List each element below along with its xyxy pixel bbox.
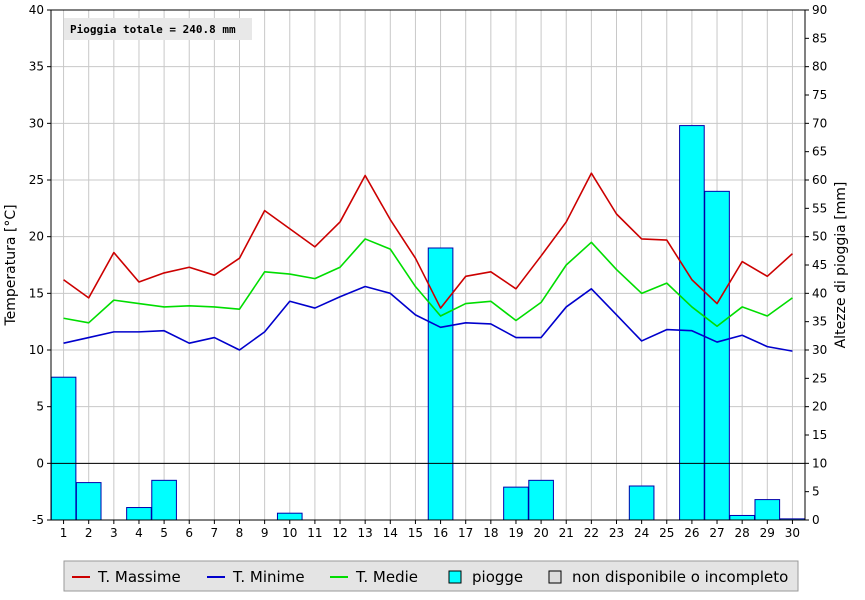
rain-bar <box>427 247 454 521</box>
rain-bar <box>704 190 730 521</box>
right-tick-label: 15 <box>812 428 827 442</box>
x-tick-label: 19 <box>508 526 523 540</box>
x-tick-label: 6 <box>185 526 193 540</box>
left-tick-label: 0 <box>36 456 44 470</box>
left-axis-title: Temperatura [°C] <box>3 204 19 326</box>
x-tick-label: 26 <box>684 526 699 540</box>
right-tick-label: 25 <box>812 371 827 385</box>
right-tick-label: 0 <box>812 513 820 527</box>
right-tick-label: 5 <box>812 485 820 499</box>
right-tick-label: 20 <box>812 400 827 414</box>
x-tick-label: 21 <box>559 526 574 540</box>
x-tick-label: 11 <box>307 526 322 540</box>
x-tick-label: 3 <box>110 526 118 540</box>
x-tick-label: 17 <box>458 526 473 540</box>
left-tick-label: 5 <box>36 400 44 414</box>
rain-bars <box>50 125 806 521</box>
x-tick-label: 1 <box>60 526 68 540</box>
x-tick-label: 8 <box>236 526 244 540</box>
rain-bar <box>628 485 655 521</box>
left-tick-label: 10 <box>29 343 44 357</box>
total-rain-text: Pioggia totale = 240.8 mm <box>70 23 236 36</box>
rain-bar <box>679 125 705 521</box>
legend-label: T. Medie <box>355 568 418 586</box>
left-tick-label: 25 <box>29 173 44 187</box>
x-tick-label: 20 <box>533 526 548 540</box>
rain-bar <box>75 482 102 521</box>
x-tick-label: 13 <box>358 526 373 540</box>
legend: T. Massime T. Minime T. Medie piogge non dis… <box>63 560 799 592</box>
x-tick-label: 12 <box>332 526 347 540</box>
rain-bar <box>729 514 755 521</box>
left-tick-label: 35 <box>29 60 44 74</box>
x-tick-label: 10 <box>282 526 297 540</box>
right-tick-label: 65 <box>812 145 827 159</box>
right-tick-label: 30 <box>812 343 827 357</box>
left-tick-label: 20 <box>29 230 44 244</box>
legend-label: T. Massime <box>97 568 181 586</box>
x-tick-label: 23 <box>609 526 624 540</box>
right-axis-title: Altezze di pioggia [mm] <box>833 182 849 349</box>
x-tick-label: 16 <box>433 526 448 540</box>
x-tick-label: 4 <box>135 526 143 540</box>
left-tick-label: 30 <box>29 116 44 130</box>
left-tick-label: 15 <box>29 286 44 300</box>
annotation-background <box>64 18 252 40</box>
legend-box-symbol <box>448 570 462 584</box>
x-tick-label: 29 <box>760 526 775 540</box>
legend-label: T. Minime <box>232 568 305 586</box>
x-tick-label: 9 <box>261 526 269 540</box>
right-tick-label: 60 <box>812 173 827 187</box>
legend-box-symbol <box>548 570 562 584</box>
left-tick-label: -5 <box>32 513 44 527</box>
x-tick-label: 22 <box>584 526 599 540</box>
x-tick-label: 15 <box>408 526 423 540</box>
rain-bar <box>754 499 781 521</box>
right-tick-label: 80 <box>812 60 827 74</box>
right-tick-label: 10 <box>812 456 827 470</box>
temperature-lines <box>63 172 793 352</box>
x-tick-label: 25 <box>659 526 674 540</box>
rain-bar <box>503 486 529 521</box>
right-tick-label: 90 <box>812 3 827 17</box>
x-tick-label: 2 <box>85 526 93 540</box>
legend-label: piogge <box>472 568 523 586</box>
rain-bar <box>151 479 177 521</box>
right-tick-label: 35 <box>812 315 827 329</box>
x-tick-label: 14 <box>383 526 398 540</box>
right-tick-label: 70 <box>812 116 827 130</box>
left-tick-label: 40 <box>29 3 44 17</box>
series-line-t-massime <box>63 172 793 309</box>
right-tick-label: 40 <box>812 286 827 300</box>
total-rain-annotation: Pioggia totale = 240.8 mm <box>64 18 252 40</box>
rain-bar <box>528 479 554 521</box>
x-tick-label: 7 <box>211 526 219 540</box>
right-tick-label: 55 <box>812 201 827 215</box>
legend-label: non disponibile o incompleto <box>572 568 788 586</box>
right-tick-label: 85 <box>812 31 827 45</box>
right-tick-label: 75 <box>812 88 827 102</box>
right-tick-label: 45 <box>812 258 827 272</box>
x-tick-label: 28 <box>735 526 750 540</box>
x-tick-label: 5 <box>160 526 168 540</box>
rain-bar <box>50 376 77 521</box>
rain-bar <box>126 507 152 521</box>
x-tick-label: 30 <box>785 526 800 540</box>
rain-bar <box>276 512 303 521</box>
right-tick-label: 50 <box>812 230 827 244</box>
series-line-t-medie <box>63 238 793 328</box>
series-line-t-minime <box>63 285 793 352</box>
axis-ticks: -505101520253035400510152025303540455055… <box>29 3 828 540</box>
x-tick-label: 18 <box>483 526 498 540</box>
x-tick-label: 27 <box>709 526 724 540</box>
legend-box <box>63 560 799 592</box>
x-tick-label: 24 <box>634 526 649 540</box>
legend-items: T. Massime T. Minime T. Medie piogge non dis… <box>72 568 788 586</box>
